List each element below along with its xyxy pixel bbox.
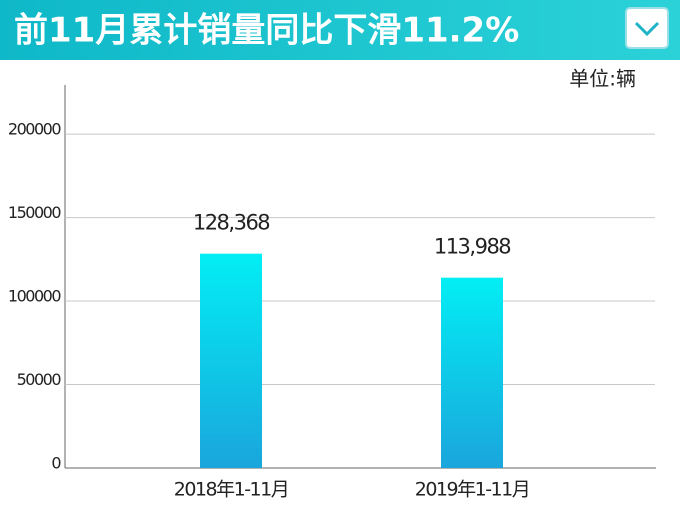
x-tick-label: 2018年1-11月 (174, 479, 288, 501)
expand-button[interactable] (625, 7, 669, 49)
y-tick-label: 0 (51, 454, 61, 473)
button-box[interactable] (625, 7, 669, 49)
bar (200, 253, 262, 468)
x-tick-label: 2019年1-11月 (415, 479, 529, 501)
title-banner (0, 0, 680, 60)
unit-label: 单位:辆 (569, 67, 636, 91)
chart-title: 前11月累计销量同比下滑11.2% (14, 11, 519, 51)
value-label: 128,368 (193, 211, 269, 235)
bar (441, 277, 503, 468)
y-tick-label: 200000 (8, 120, 61, 139)
value-label: 113,988 (434, 235, 510, 259)
y-tick-label: 50000 (17, 370, 62, 389)
chevron-icon[interactable] (634, 21, 660, 37)
y-tick-label: 100000 (8, 287, 61, 306)
y-tick-label: 150000 (8, 203, 61, 222)
